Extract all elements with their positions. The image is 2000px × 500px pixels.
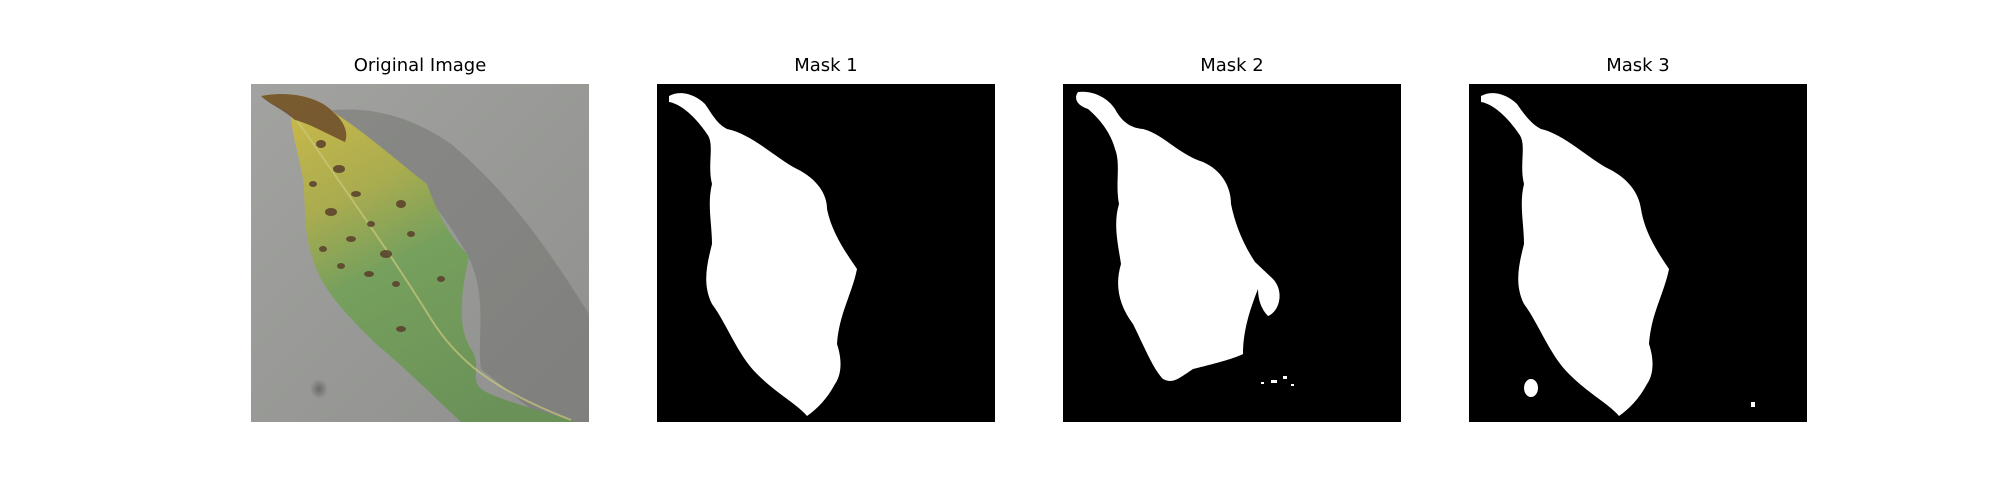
mask-3-spot-blob: [1524, 379, 1538, 397]
mask-1-image: [657, 84, 995, 422]
small-shadow-spot: [310, 379, 328, 399]
panel-title-original-image: Original Image: [251, 54, 589, 78]
panel-title-mask-3: Mask 3: [1469, 54, 1807, 78]
mask-3-image: [1469, 84, 1807, 422]
panel-title-mask-1: Mask 1: [657, 54, 995, 78]
mask-2-image: [1063, 84, 1401, 422]
panel-title-mask-2: Mask 2: [1063, 54, 1401, 78]
original-leaf-photo: [251, 84, 589, 422]
mask-3-noise-speck: [1751, 402, 1755, 407]
